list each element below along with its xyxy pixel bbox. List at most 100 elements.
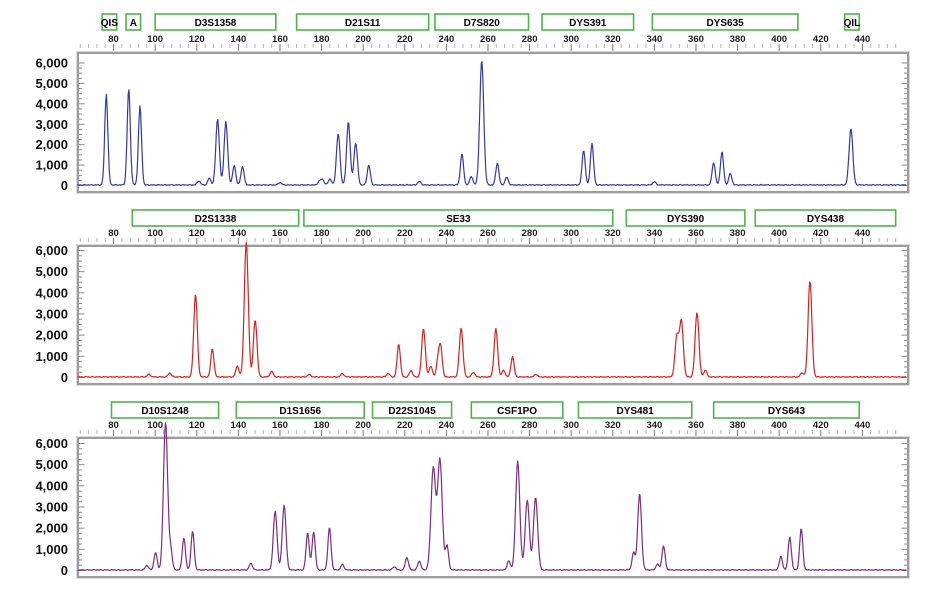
y-tick-label: 4,000 [35, 478, 68, 493]
x-tick-label: 80 [108, 420, 119, 431]
x-tick-label: 280 [522, 34, 538, 45]
marker-box-label: D7S820 [464, 18, 501, 29]
marker-box-label: DYS481 [617, 406, 655, 417]
x-tick-label: 340 [646, 228, 662, 239]
x-tick-label: 200 [355, 228, 371, 239]
y-tick-label: 3,000 [35, 117, 68, 132]
x-tick-label: 420 [813, 420, 829, 431]
marker-box-QIS[interactable]: QIS [101, 13, 119, 31]
x-tick-label: 440 [854, 34, 870, 45]
marker-box-rect [125, 13, 142, 31]
marker-box-label: A [130, 18, 137, 29]
marker-box-label: D22S1045 [388, 406, 436, 417]
x-tick-label: 400 [771, 34, 787, 45]
y-tick-label: 2,000 [35, 521, 68, 536]
x-tick-label: 100 [147, 228, 163, 239]
marker-box-D2S1338[interactable]: D2S1338 [131, 209, 300, 227]
marker-box-QIL[interactable]: QIL [844, 13, 861, 31]
x-tick-label: 160 [272, 228, 288, 239]
x-tick-label: 140 [230, 420, 246, 431]
y-tick-label: 5,000 [35, 76, 68, 91]
marker-box-rect [651, 13, 799, 31]
x-tick-label: 420 [813, 34, 829, 45]
marker-box-label: DYS635 [706, 18, 744, 29]
x-tick-label: 380 [730, 420, 746, 431]
marker-box-D3S1358[interactable]: D3S1358 [154, 13, 277, 31]
marker-box-rect [131, 209, 300, 227]
y-tick-label: 6,000 [35, 243, 68, 258]
x-tick-label: 340 [646, 420, 662, 431]
marker-box-label: DYS390 [667, 214, 705, 225]
x-tick-label: 320 [605, 228, 621, 239]
y-tick-label: 1,000 [35, 349, 68, 364]
marker-box-DYS391[interactable]: DYS391 [541, 13, 635, 31]
marker-box-rect [625, 209, 746, 227]
trace-red-channel [77, 242, 907, 378]
marker-box-A[interactable]: A [125, 13, 142, 31]
y-axis-ticks [79, 62, 907, 186]
x-tick-label: 280 [522, 228, 538, 239]
marker-box-rect [541, 13, 635, 31]
y-tick-label: 0 [61, 370, 68, 385]
x-tick-label: 180 [314, 34, 330, 45]
x-tick-label: 220 [397, 228, 413, 239]
x-tick-label: 220 [397, 420, 413, 431]
x-tick-label: 180 [314, 228, 330, 239]
x-tick-label: 360 [688, 228, 704, 239]
marker-box-rect [303, 209, 614, 227]
x-tick-label: 260 [480, 420, 496, 431]
y-tick-label: 6,000 [35, 436, 68, 451]
marker-box-rect [470, 401, 564, 419]
x-tick-label: 240 [438, 228, 454, 239]
y-tick-label: 3,000 [35, 500, 68, 515]
y-tick-label: 5,000 [35, 264, 68, 279]
x-tick-label: 380 [730, 34, 746, 45]
panel-purple-channel: 80 100 120 140 160 180 200 220 240 260 280 300 320 34… [35, 401, 910, 579]
y-tick-label: 2,000 [35, 137, 68, 152]
marker-box-rect [577, 401, 693, 419]
marker-box-D1S1656[interactable]: D1S1656 [235, 401, 366, 419]
x-tick-label: 240 [438, 34, 454, 45]
marker-box-label: DYS438 [807, 214, 845, 225]
x-tick-label: 120 [189, 420, 205, 431]
x-ruler: 80 100 120 140 160 180 200 220 240 260 280 300 320 34… [79, 420, 897, 437]
x-tick-label: 300 [563, 420, 579, 431]
marker-box-D22S1045[interactable]: D22S1045 [371, 401, 453, 419]
panel-red-channel: 80 100 120 140 160 180 200 220 240 260 280 300 320 34… [35, 209, 910, 386]
y-tick-label: 6,000 [35, 56, 68, 71]
marker-box-D10S1248[interactable]: D10S1248 [110, 401, 220, 419]
marker-box-SE33[interactable]: SE33 [303, 209, 614, 227]
marker-box-D7S820[interactable]: D7S820 [434, 13, 530, 31]
marker-box-label: DYS643 [768, 406, 806, 417]
x-tick-label: 140 [230, 34, 246, 45]
marker-box-D21S11[interactable]: D21S11 [295, 13, 430, 31]
x-tick-label: 120 [189, 34, 205, 45]
marker-box-label: D1S1656 [279, 406, 321, 417]
marker-box-label: D10S1248 [141, 406, 189, 417]
y-tick-label: 3,000 [35, 307, 68, 322]
marker-box-DYS643[interactable]: DYS643 [712, 401, 861, 419]
x-tick-label: 320 [605, 34, 621, 45]
x-tick-label: 300 [563, 228, 579, 239]
plot-frame-outer [76, 51, 910, 194]
y-tick-label: 4,000 [35, 285, 68, 300]
panel-blue-channel: 80 100 120 140 160 180 200 220 240 260 280 300 320 34… [35, 13, 910, 194]
marker-box-DYS635[interactable]: DYS635 [651, 13, 799, 31]
x-tick-label: 200 [355, 34, 371, 45]
x-tick-label: 400 [771, 420, 787, 431]
marker-box-DYS481[interactable]: DYS481 [577, 401, 693, 419]
marker-box-CSF1PO[interactable]: CSF1PO [470, 401, 564, 419]
y-tick-label: 2,000 [35, 328, 68, 343]
marker-box-rect [434, 13, 530, 31]
x-tick-label: 100 [147, 420, 163, 431]
marker-box-label: QIL [844, 18, 861, 29]
marker-box-label: CSF1PO [497, 406, 537, 417]
marker-box-label: QIS [101, 18, 119, 29]
marker-box-label: D2S1338 [195, 214, 237, 225]
x-tick-label: 220 [397, 34, 413, 45]
x-tick-label: 360 [688, 420, 704, 431]
marker-box-DYS438[interactable]: DYS438 [754, 209, 897, 227]
x-tick-label: 160 [272, 34, 288, 45]
marker-box-DYS390[interactable]: DYS390 [625, 209, 746, 227]
